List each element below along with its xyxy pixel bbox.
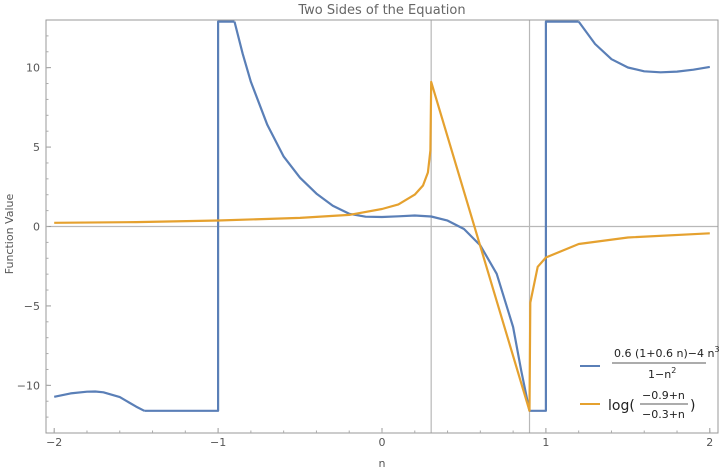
x-tick-label: −1 — [210, 436, 226, 449]
series-1-segment-2 — [144, 20, 235, 412]
legend-label-series-2-prefix: log( — [608, 398, 635, 414]
x-tick-label: 1 — [542, 436, 549, 449]
y-tick-label: −5 — [24, 300, 40, 313]
y-tick-label: 5 — [33, 141, 40, 154]
series-1-segment-1 — [53, 390, 145, 412]
series-1-segment-4 — [577, 20, 710, 74]
series-lines — [53, 20, 710, 412]
x-axis-ticks: −2 −1 0 1 2 — [46, 428, 713, 449]
y-axis-title: Function Value — [3, 194, 16, 275]
grid-lines — [46, 20, 718, 433]
y-axis-ticks: −10 −5 0 5 10 — [17, 35, 51, 418]
legend-label-series-1-denominator: 1−n2 — [648, 366, 676, 381]
y-tick-label: −10 — [17, 379, 40, 392]
x-axis-title: n — [379, 457, 386, 470]
legend-label-series-1-numerator: 0.6 (1+0.6 n)−4 n3 — [614, 345, 720, 360]
legend-label-series-2-denominator: −0.3+n — [642, 408, 685, 421]
chart-title: Two Sides of the Equation — [297, 3, 465, 18]
x-tick-label: −2 — [46, 436, 62, 449]
series-1-segment-3 — [233, 20, 579, 412]
legend: 0.6 (1+0.6 n)−4 n3 1−n2 log( −0.9+n −0.3… — [580, 345, 720, 421]
legend-label-series-2-suffix: ) — [690, 398, 695, 414]
y-tick-label: 10 — [26, 62, 40, 75]
series-2-segment-1 — [54, 80, 710, 412]
legend-label-series-2-numerator: −0.9+n — [642, 389, 685, 402]
x-tick-label: 0 — [379, 436, 386, 449]
y-tick-label: 0 — [33, 221, 40, 234]
x-tick-label: 2 — [706, 436, 713, 449]
